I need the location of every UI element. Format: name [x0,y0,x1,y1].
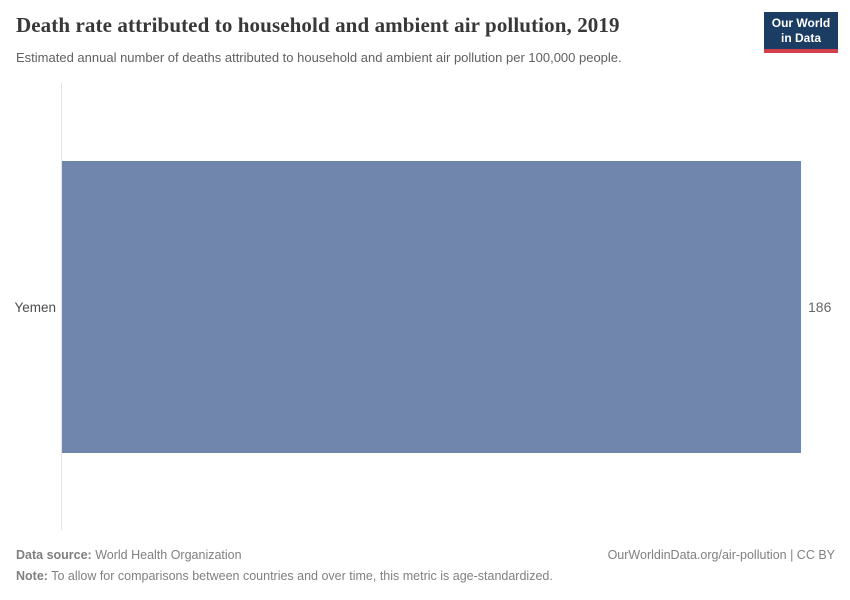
note-value: To allow for comparisons between countri… [47,569,553,583]
footer-note: Note: To allow for comparisons between c… [16,569,553,583]
category-label-yemen: Yemen [14,299,56,315]
data-source-value: World Health Organization [91,548,242,562]
footer-data-source: Data source: World Health Organization [16,548,242,562]
owid-logo-line2: in Data [780,31,821,45]
bar-row: Yemen 186 [0,161,850,453]
footer-credit-link[interactable]: OurWorldinData.org/air-pollution | CC BY [607,548,835,562]
note-label: Note: [16,569,48,583]
plot-area: Yemen 186 [0,83,850,530]
owid-logo-line1: Our World [771,16,831,30]
chart-subtitle: Estimated annual number of deaths attrib… [16,50,622,65]
y-axis-line [61,83,62,530]
bar-value-label: 186 [808,299,832,315]
data-source-label: Data source: [16,548,92,562]
owid-logo[interactable]: Our World in Data [764,12,838,53]
chart-title: Death rate attributed to household and a… [16,13,620,37]
bar-yemen[interactable] [62,161,801,453]
